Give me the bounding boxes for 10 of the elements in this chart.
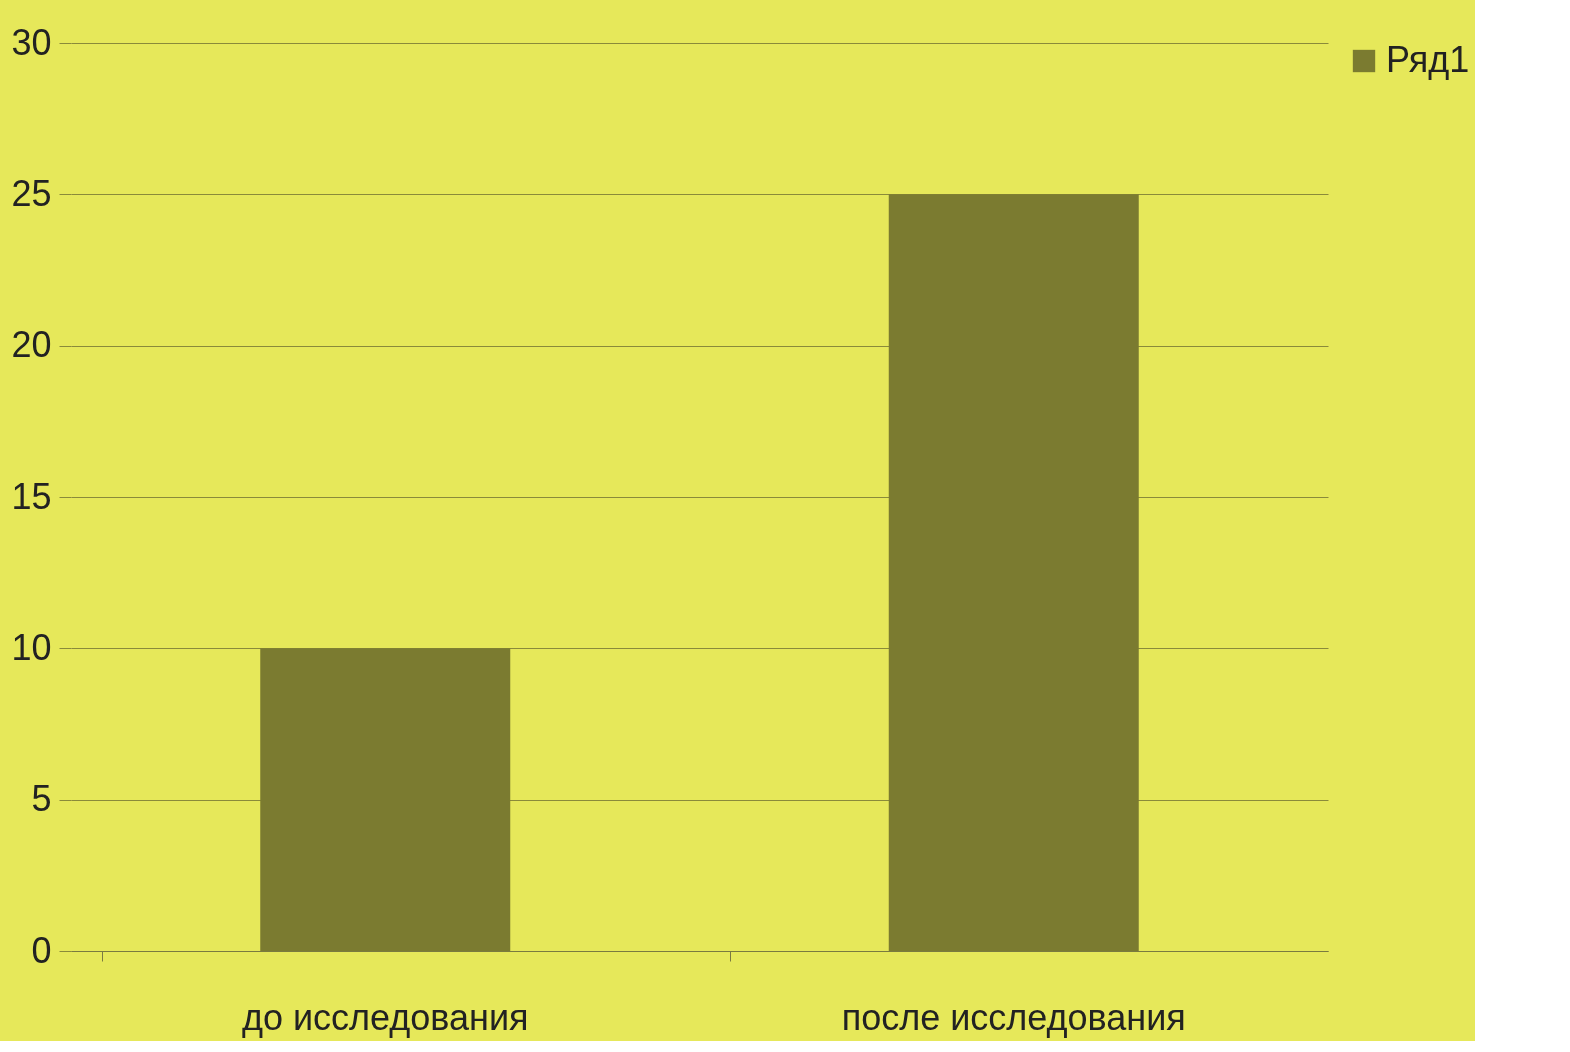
y-tick-label: 15 <box>11 475 52 517</box>
y-tick-label: 10 <box>11 626 52 668</box>
y-tick-label: 5 <box>31 778 52 820</box>
x-tick-label: после исследования <box>841 996 1186 1038</box>
y-tick-label: 0 <box>31 929 52 971</box>
y-tick-label: 25 <box>11 172 52 214</box>
y-tick-label: 30 <box>11 21 52 63</box>
y-tick-label: 20 <box>11 324 52 366</box>
x-tick-label: до исследования <box>241 996 529 1038</box>
legend-label: Ряд1 <box>1386 39 1470 80</box>
